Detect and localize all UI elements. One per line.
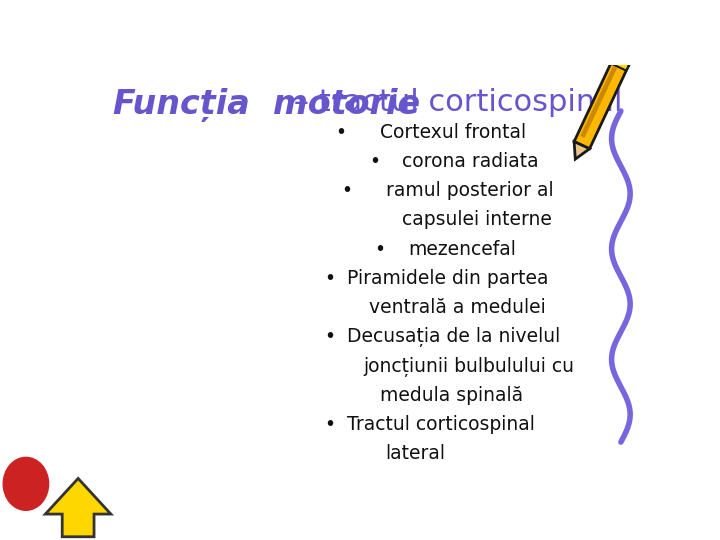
- Text: Funcția  motorie: Funcția motorie: [113, 88, 420, 122]
- Polygon shape: [45, 478, 111, 537]
- Text: •: •: [341, 181, 352, 200]
- Text: Cortexul frontal: Cortexul frontal: [380, 123, 526, 141]
- Polygon shape: [574, 58, 629, 149]
- Text: •: •: [336, 123, 346, 141]
- Polygon shape: [613, 45, 635, 65]
- Text: Decusația de la nivelul: Decusația de la nivelul: [347, 327, 560, 347]
- Text: Tractul corticospinal: Tractul corticospinal: [347, 415, 534, 434]
- Text: •: •: [324, 415, 336, 434]
- Text: •: •: [369, 152, 380, 171]
- Text: joncțiunii bulbulului cu: joncțiunii bulbulului cu: [364, 356, 575, 376]
- Text: ventrală a medulei: ventrală a medulei: [369, 298, 546, 317]
- Text: •: •: [324, 327, 336, 346]
- Text: lateral: lateral: [386, 444, 446, 463]
- Circle shape: [4, 457, 48, 510]
- Polygon shape: [580, 66, 617, 138]
- Text: corona radiata: corona radiata: [402, 152, 539, 171]
- Text: mezencefal: mezencefal: [408, 240, 516, 259]
- Polygon shape: [611, 57, 629, 71]
- Text: Piramidele din partea: Piramidele din partea: [347, 269, 548, 288]
- Text: •: •: [374, 240, 386, 259]
- Text: medula spinală: medula spinală: [380, 386, 523, 405]
- Text: capsulei interne: capsulei interne: [402, 211, 552, 229]
- Text: – tractul corticospinal: – tractul corticospinal: [284, 88, 622, 117]
- Polygon shape: [574, 141, 590, 159]
- Text: ramul posterior al: ramul posterior al: [386, 181, 554, 200]
- Text: •: •: [324, 269, 336, 288]
